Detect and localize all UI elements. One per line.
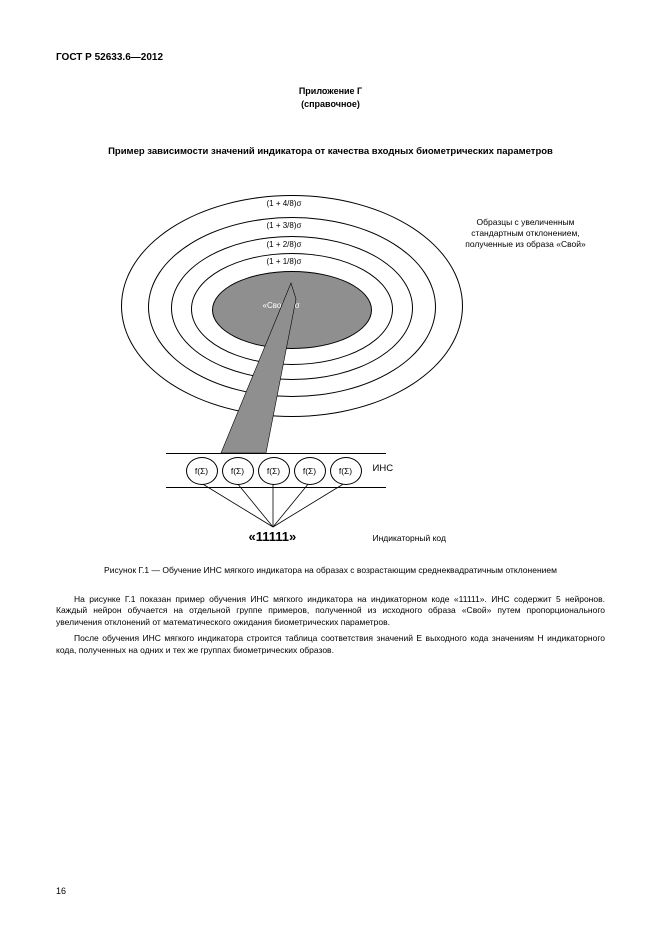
body-text: На рисунке Г.1 показан пример обучения И… <box>56 594 605 656</box>
figure-legend: Образцы с увеличенным стандартным отклон… <box>451 217 601 250</box>
neuron-3: f(Σ) <box>294 457 326 485</box>
neuron-row-bottom-line <box>166 487 386 488</box>
appendix-line2: (справочное) <box>56 98 605 111</box>
ellipse-4 <box>212 271 372 349</box>
section-title: Пример зависимости значений индикатора о… <box>56 146 605 158</box>
gost-header: ГОСТ Р 52633.6—2012 <box>56 52 605 63</box>
ellipse-label-2: (1 + 2/8)σ <box>267 240 302 249</box>
neuron-4: f(Σ) <box>330 457 362 485</box>
figure-caption: Рисунок Г.1 — Обучение ИНС мягкого индик… <box>56 565 605 576</box>
neuron-row-top-line <box>166 453 386 454</box>
neuron-1: f(Σ) <box>222 457 254 485</box>
ellipse-label-0: (1 + 4/8)σ <box>267 199 302 208</box>
appendix-header: Приложение Г (справочное) <box>56 85 605 110</box>
document-page: ГОСТ Р 52633.6—2012 Приложение Г (справо… <box>0 0 661 936</box>
paragraph-2: После обучения ИНС мягкого индикатора ст… <box>56 633 605 656</box>
appendix-line1: Приложение Г <box>56 85 605 98</box>
ellipse-label-3: (1 + 1/8)σ <box>267 257 302 266</box>
legend-line1: Образцы с увеличенным <box>451 217 601 228</box>
ins-label: ИНС <box>373 463 394 474</box>
paragraph-1: На рисунке Г.1 показан пример обучения И… <box>56 594 605 628</box>
neuron-2: f(Σ) <box>258 457 290 485</box>
indicator-code-label: Индикаторный код <box>373 533 446 543</box>
ellipse-label-1: (1 + 3/8)σ <box>267 221 302 230</box>
page-number: 16 <box>56 886 66 896</box>
legend-line3: полученные из образа «Свой» <box>451 239 601 250</box>
legend-line2: стандартным отклонением, <box>451 228 601 239</box>
ellipse-label-4: «Свой», σ <box>263 301 300 310</box>
indicator-code: «11111» <box>249 529 297 544</box>
figure: (1 + 4/8)σ (1 + 3/8)σ (1 + 2/8)σ (1 + 1/8)σ… <box>71 177 591 557</box>
neuron-0: f(Σ) <box>186 457 218 485</box>
